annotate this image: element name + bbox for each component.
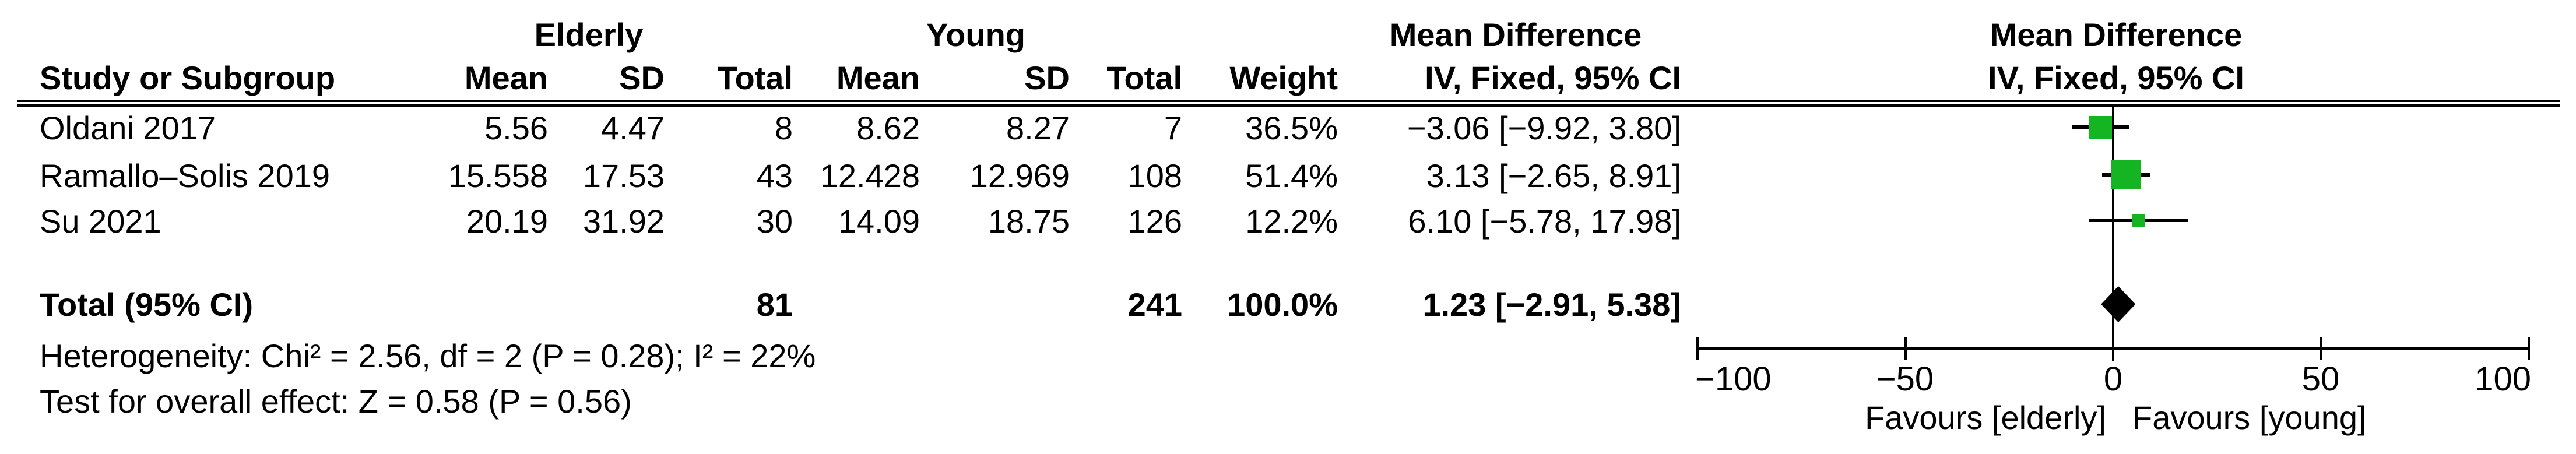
column-header-row: Study or Subgroup Mean SD Total Mean SD … [0,61,2576,96]
axis-tick [2112,337,2114,360]
col-header-mean-elderly: Mean [464,59,548,96]
study-name: Oldani 2017 [40,110,216,146]
favours-right-label: Favours [young] [2132,399,2367,436]
group-header-young: Young [926,16,1026,53]
axis-tick-label: 0 [2103,360,2123,398]
group-header-row: Elderly Young Mean Difference Mean Diffe… [0,17,2576,52]
axis-tick-label: 100 [2475,360,2531,398]
md-ci-value: 6.10 [−5.78, 17.98] [1408,203,1681,240]
axis-tick-label: 50 [2301,360,2340,398]
axis-tick [2528,337,2530,360]
plot-header-line1: Mean Difference [1990,16,2243,53]
total-elderly: 30 [756,203,793,240]
mean-elderly: 20.19 [466,203,548,240]
col-header-sd-elderly: SD [619,59,665,96]
col-header-mean-young: Mean [836,59,920,96]
favours-left-label: Favours [elderly] [1865,399,2106,436]
table-row: Ramallo–Solis 2019 15.558 17.53 43 12.42… [0,159,2576,193]
total-row: Total (95% CI) 81 241 100.0% 1.23 [−2.91… [0,287,2576,322]
sd-young: 8.27 [1006,110,1070,146]
sd-young: 18.75 [987,203,1070,240]
weight-value: 51.4% [1245,157,1338,194]
axis-tick [2320,337,2322,360]
weight-value: 12.2% [1245,203,1338,240]
total-elderly: 8 [774,110,793,146]
md-ci-value: −3.06 [−9.92, 3.80] [1407,110,1681,146]
total-young: 7 [1164,110,1182,146]
total-elderly: 43 [756,157,793,194]
table-row: Oldani 2017 5.56 4.47 8 8.62 8.27 7 36.5… [0,111,2576,146]
axis-tick-label: −100 [1695,360,1772,398]
col-header-md-ci: IV, Fixed, 95% CI [1425,59,1681,96]
study-name: Ramallo–Solis 2019 [40,157,331,194]
overall-effect-note: Test for overall effect: Z = 0.58 (P = 0… [40,383,632,420]
col-header-total-young: Total [1106,59,1182,96]
effect-square [2111,160,2141,189]
study-name: Su 2021 [40,203,161,240]
mean-young: 12.428 [820,157,920,194]
axis-tick [1696,337,1699,360]
total-n-young: 241 [1127,286,1182,323]
sd-elderly: 4.47 [601,110,665,146]
md-ci-value: 3.13 [−2.65, 8.91] [1426,157,1681,194]
group-header-elderly: Elderly [534,16,644,53]
total-label: Total (95% CI) [40,286,254,323]
total-n-elderly: 81 [756,286,793,323]
mean-elderly: 15.558 [448,157,548,194]
total-md-ci: 1.23 [−2.91, 5.38] [1422,286,1681,323]
sd-young: 12.969 [969,157,1070,194]
heterogeneity-note: Heterogeneity: Chi² = 2.56, df = 2 (P = … [40,337,816,374]
weight-value: 36.5% [1245,110,1338,146]
sd-elderly: 31.92 [582,203,665,240]
pooled-diamond [2101,286,2136,322]
plot-header-line2: IV, Fixed, 95% CI [1988,59,2244,96]
header-rule-top [17,100,2560,102]
zero-line [2112,106,2114,361]
table-row: Su 2021 20.19 31.92 30 14.09 18.75 126 1… [0,204,2576,239]
mean-young: 14.09 [838,203,920,240]
total-weight: 100.0% [1227,286,1338,323]
sd-elderly: 17.53 [582,157,665,194]
col-header-total-elderly: Total [717,59,793,96]
axis-tick [1904,337,1907,360]
effect-square [2132,214,2145,227]
header-rule-bottom [17,104,2560,107]
total-young: 108 [1127,157,1182,194]
group-header-mean-difference: Mean Difference [1389,16,1642,53]
mean-young: 8.62 [856,110,920,146]
mean-elderly: 5.56 [484,110,548,146]
col-header-weight: Weight [1229,59,1338,96]
col-header-sd-young: SD [1024,59,1070,96]
axis-tick-label: −50 [1876,360,1934,398]
effect-square [2089,115,2112,139]
col-header-study: Study or Subgroup [40,59,336,96]
total-young: 126 [1127,203,1182,240]
